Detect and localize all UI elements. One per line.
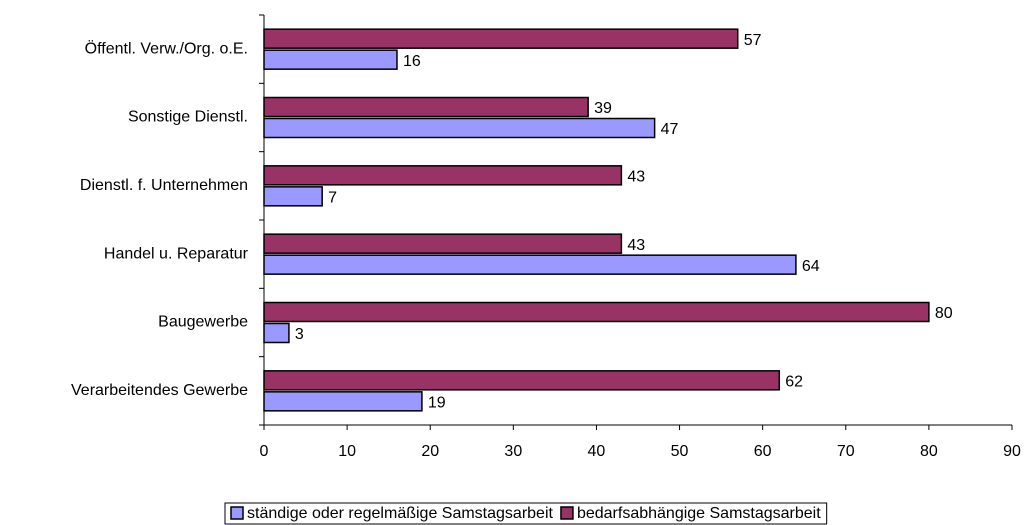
value-label: 43 (627, 169, 645, 186)
value-label: 3 (295, 326, 304, 343)
bar (263, 370, 781, 391)
bar (263, 322, 290, 344)
bar (263, 49, 398, 70)
y-tick-label: Handel u. Reparatur (104, 245, 249, 262)
bar (263, 117, 656, 139)
value-label: 57 (744, 32, 762, 49)
x-tick-label: 80 (920, 443, 938, 460)
legend-label: ständige oder regelmäßige Samstagsarbeit (247, 505, 554, 522)
legend-swatch (230, 506, 244, 520)
legend-box (224, 502, 828, 525)
value-label: 62 (785, 374, 803, 391)
y-tick-label: Öffentl. Verw./Org. o.E. (85, 39, 248, 57)
value-label: 43 (627, 237, 645, 254)
x-tick-label: 60 (754, 443, 772, 460)
bar (263, 301, 930, 323)
value-label: 39 (594, 100, 612, 117)
x-tick-label: 70 (837, 443, 855, 460)
bar (263, 96, 589, 118)
bar (263, 233, 623, 254)
bar (263, 165, 623, 186)
bar (263, 391, 423, 412)
legend-swatch (560, 506, 574, 520)
bar (263, 28, 739, 49)
legend-label: bedarfsabhängige Samstagsarbeit (577, 505, 821, 522)
y-tick-label: Verarbeitendes Gewerbe (71, 382, 248, 399)
x-tick-label: 20 (421, 443, 439, 460)
x-tick-label: 30 (504, 443, 522, 460)
value-label: 16 (403, 53, 421, 70)
x-tick-label: 0 (260, 443, 269, 460)
x-tick-label: 10 (338, 443, 356, 460)
bar (263, 186, 323, 207)
x-tick-label: 50 (671, 443, 689, 460)
value-label: 64 (802, 258, 820, 275)
y-tick-label: Sonstige Dienstl. (128, 109, 248, 126)
y-tick-label: Dienstl. f. Unternehmen (80, 177, 248, 194)
y-tick-label: Baugewerbe (158, 314, 248, 331)
value-label: 47 (661, 121, 679, 138)
value-label: 7 (328, 190, 337, 207)
bar (263, 254, 797, 275)
value-label: 19 (428, 395, 446, 412)
x-tick-label: 40 (588, 443, 606, 460)
x-tick-label: 90 (1003, 443, 1021, 460)
value-label: 80 (935, 305, 953, 322)
